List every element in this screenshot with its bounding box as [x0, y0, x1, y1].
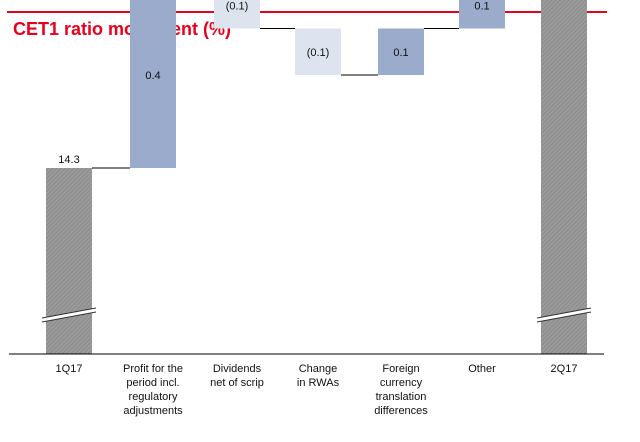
- chart-title: CET1 ratio movement (%): [13, 19, 232, 39]
- x-tick-label: 1Q17: [56, 363, 83, 375]
- data-label: 0.4: [145, 70, 160, 82]
- data-label: 0.1: [474, 0, 489, 12]
- title-rule: [7, 11, 607, 13]
- axis-break-line: [41, 311, 97, 323]
- data-label: 14.3: [58, 154, 79, 166]
- total-bar: [541, 0, 587, 354]
- delta-bar: [214, 0, 260, 29]
- delta-bar: [459, 0, 505, 29]
- x-tick-label: 2Q17: [551, 363, 578, 375]
- total-bar: [46, 168, 92, 354]
- data-label: 0.1: [393, 47, 408, 59]
- data-label: (0.1): [226, 0, 249, 12]
- x-tick-label: Change in RWAs: [297, 363, 340, 389]
- x-tick-label: Profit for the period incl. regulatory adju…: [123, 363, 183, 417]
- x-tick-label: Dividends net of scrip: [210, 363, 264, 389]
- data-label: (0.1): [307, 47, 330, 59]
- delta-bar: [130, 0, 176, 168]
- x-tick-label: Foreign currency translation differences: [374, 363, 428, 417]
- axis-break-line: [41, 307, 97, 319]
- delta-bar: [295, 28, 341, 75]
- axis-break-gap: [537, 308, 591, 322]
- delta-bar: [378, 28, 424, 75]
- axis-break-line: [536, 307, 592, 319]
- x-tick-label: Other: [468, 363, 496, 375]
- axis-break-gap: [42, 308, 96, 322]
- axis-break-line: [536, 311, 592, 323]
